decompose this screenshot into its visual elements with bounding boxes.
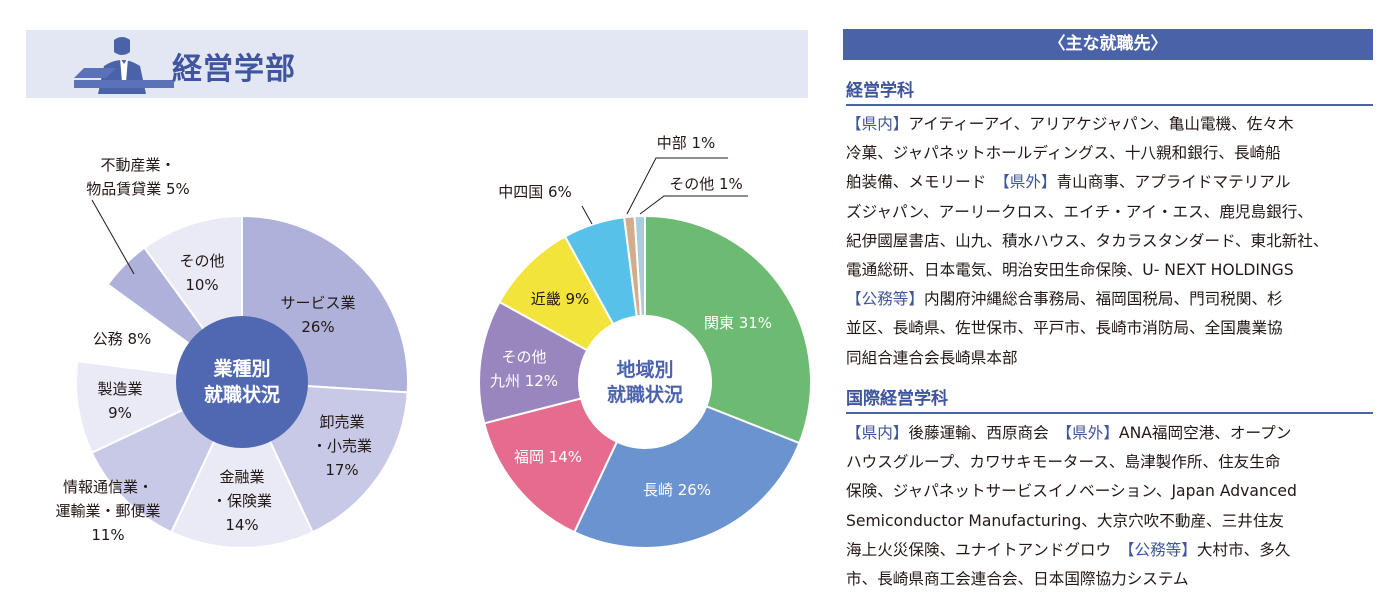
region-label: 中部 1%: [657, 134, 716, 152]
region-label: 福岡 14%: [514, 448, 582, 466]
industry-center-label: 業種別就職状況: [204, 357, 280, 406]
management-line: 並区、長崎県、佐世保市、平戸市、長崎市消防局、全国農業協: [846, 314, 1376, 343]
region-label: 近畿 9%: [531, 290, 590, 308]
international-line: ハウスグループ、カワサキモータース、島津製作所、住友生命: [846, 448, 1376, 477]
industry-label: サービス業 26%: [280, 294, 355, 336]
industry-center: [176, 316, 308, 448]
management-line: 舶装備、メモリード 【県外】青山商事、アプライドマテリアル: [846, 168, 1376, 197]
region-slice: [633, 214, 646, 318]
employer-text: 冷菓、ジャパネットホールディングス、十八親和銀行、長崎船: [846, 144, 1281, 163]
employer-text: ズジャパン、アーリークロス、エイチ・アイ・エス、鹿児島銀行、: [846, 202, 1313, 221]
region-slice: [572, 404, 801, 549]
region-label: 中四国 6%: [498, 183, 572, 201]
management-line: 紀伊國屋書店、山九、積水ハウス、タカラスタンダード、東北新社、: [846, 227, 1376, 256]
management-line: 冷菓、ジャパネットホールディングス、十八親和銀行、長崎船: [846, 139, 1376, 168]
industry-label: 情報通信業・運輸業・郵便業 11%: [55, 478, 160, 544]
employer-text: アイティーアイ、アリアケジャパン、亀山電機、佐々木: [908, 115, 1294, 133]
employer-text: 紀伊國屋書店、山九、積水ハウス、タカラスタンダード、東北新社、: [846, 231, 1329, 250]
businessman-icon: [74, 37, 174, 94]
region-slice: [644, 214, 812, 445]
international-line: 海上火災保険、ユナイトアンドグロウ 【公務等】大村市、多久: [846, 536, 1376, 565]
industry-label: 卸売業・小売業 17%: [312, 413, 372, 479]
employer-text: 青山商事、アプライドマテリアル: [1056, 173, 1291, 192]
employer-text: 保険、ジャパネットサービスイノベーション、Japan Advanced: [846, 482, 1297, 501]
employer-text: 同組合連合会長崎県本部: [846, 348, 1018, 367]
section-heading-international: 国際経営学科: [846, 384, 1373, 414]
section-heading-management: 経営学科: [846, 76, 1373, 106]
region-slice: [482, 397, 619, 534]
industry-label: 製造業 9%: [97, 380, 142, 422]
industry-label: 不動産業・物品賃貸業 5%: [86, 156, 190, 198]
employer-text: 電通総研、日本電気、明治安田生命保険、U‑ NEXT HOLDINGS: [846, 261, 1294, 280]
employer-text: ANA福岡空港、オープン: [1118, 424, 1292, 442]
leader-line: [581, 205, 593, 225]
category-tag: 【県内】: [846, 424, 909, 442]
international-line: 市、長崎県商工会連合会、日本国際協力システム: [846, 565, 1376, 594]
region-label: 関東 31%: [704, 314, 772, 332]
international-line: 保険、ジャパネットサービスイノベーション、Japan Advanced: [846, 477, 1376, 506]
region-label: 長崎 26%: [643, 481, 711, 499]
international-line: 【県内】後藤運輸、西原商会 【県外】ANA福岡空港、オープン: [846, 419, 1376, 448]
employer-text: 並区、長崎県、佐世保市、平戸市、長崎市消防局、全国農業協: [846, 319, 1283, 338]
department-title: 経営学部: [172, 52, 296, 87]
international-line: Semiconductor Manufacturing、大京穴吹不動産、三井住友: [846, 507, 1376, 536]
employer-text: 大村市、多久: [1196, 540, 1291, 559]
employer-text: 内閣府沖縄総合事務局、福岡国税局、門司税関、杉: [923, 290, 1283, 309]
department-header: 経営学部: [26, 30, 808, 98]
category-tag: 【県外】: [1001, 173, 1057, 192]
management-line: 電通総研、日本電気、明治安田生命保険、U‑ NEXT HOLDINGS: [846, 256, 1376, 285]
category-tag: 【県内】: [846, 115, 909, 133]
leader-line: [91, 199, 135, 275]
employment-banner: 〈主な就職先〉: [843, 29, 1373, 60]
management-line: 【公務等】内閣府沖縄総合事務局、福岡国税局、門司税関、杉: [846, 285, 1376, 314]
industry-label: その他 10%: [179, 252, 224, 294]
employer-text: 海上火災保険、ユナイトアンドグロウ: [846, 540, 1127, 559]
industry-label: 公務 8%: [93, 330, 152, 348]
region-center-label: 地域別就職状況: [607, 358, 683, 406]
leader-line: [639, 195, 748, 215]
employer-text: ハウスグループ、カワサキモータース、島津製作所、住友生命: [846, 453, 1281, 472]
employer-text: Semiconductor Manufacturing、大京穴吹不動産、三井住友: [846, 511, 1285, 530]
employer-text: 後藤運輸、西原商会: [908, 424, 1065, 442]
leader-line: [626, 157, 728, 215]
section-body-international: 【県内】後藤運輸、西原商会 【県外】ANA福岡空港、オープンハウスグループ、カワ…: [846, 419, 1376, 594]
region-label: その他 1%: [669, 175, 743, 193]
region-label: その他九州 12%: [490, 348, 558, 390]
section-body-management: 【県内】アイティーアイ、アリアケジャパン、亀山電機、佐々木冷菓、ジャパネットホー…: [846, 110, 1376, 373]
category-tag: 【公務等】: [846, 290, 924, 309]
employer-text: 舶装備、メモリード: [846, 173, 1002, 192]
category-tag: 【公務等】: [1126, 540, 1197, 559]
employer-text: 市、長崎県商工会連合会、日本国際協力システム: [846, 570, 1189, 589]
industry-label: 金融業・保険業 14%: [212, 468, 272, 534]
category-tag: 【県外】: [1064, 424, 1119, 442]
management-line: ズジャパン、アーリークロス、エイチ・アイ・エス、鹿児島銀行、: [846, 198, 1376, 227]
management-line: 【県内】アイティーアイ、アリアケジャパン、亀山電機、佐々木: [846, 110, 1376, 139]
management-line: 同組合連合会長崎県本部: [846, 344, 1376, 373]
